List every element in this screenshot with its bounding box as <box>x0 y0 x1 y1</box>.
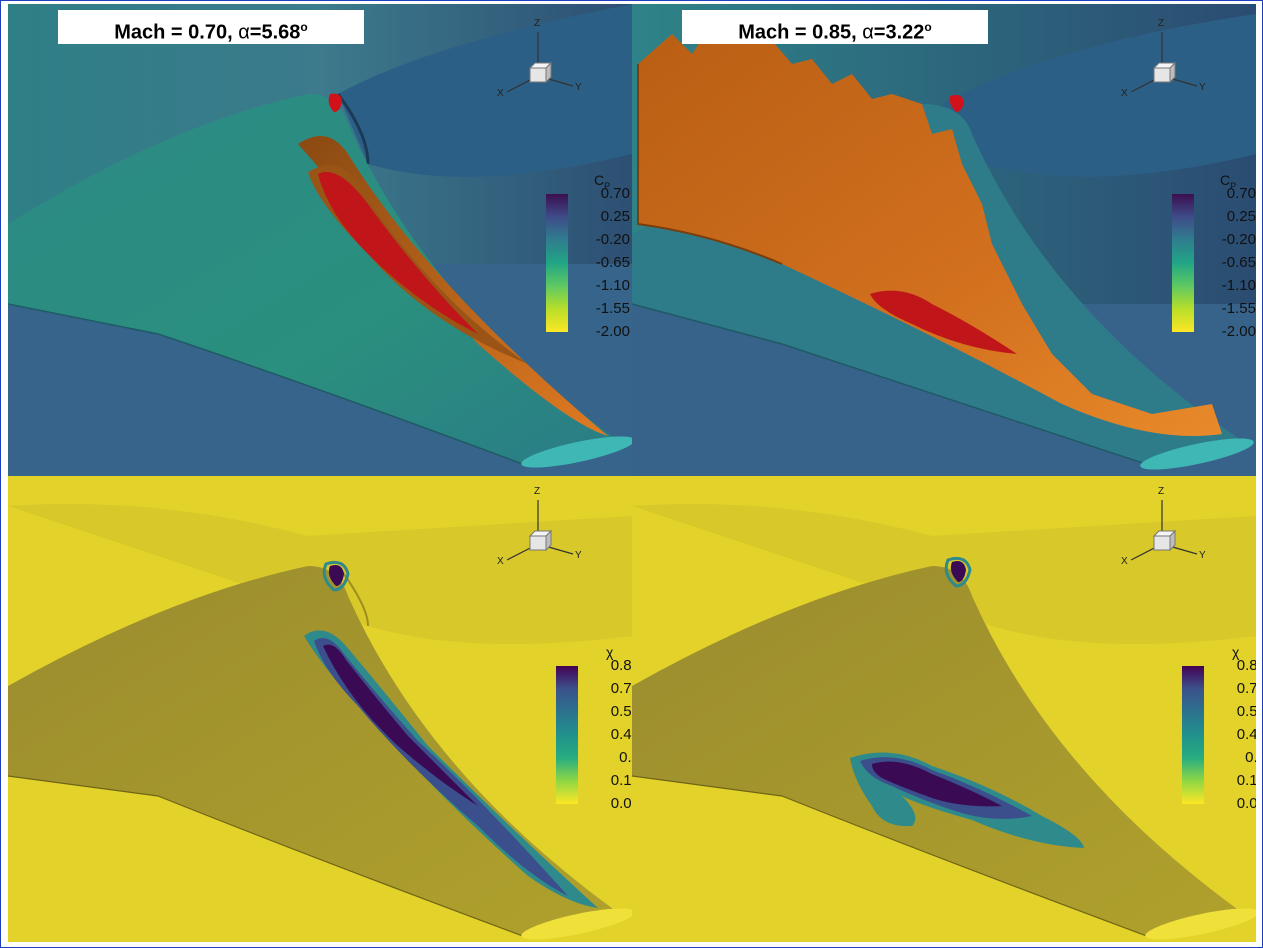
panel-chi-mach070: Z X Y χ 0.86 0.72 0.58 0.44 0.3 0.16 0.0… <box>8 476 632 942</box>
axis-label-x: X <box>497 556 504 567</box>
axis-label-x: X <box>1121 556 1128 567</box>
chi-scene-mach085 <box>632 476 1256 942</box>
axis-label-x: X <box>1121 88 1128 99</box>
chi-legend: χ 0.86 0.72 0.58 0.44 0.3 0.16 0.02 <box>1172 644 1256 812</box>
legend-tick: -2.00 <box>595 323 630 340</box>
legend-tick: 0.58 <box>1236 703 1256 720</box>
legend-tick: 0.72 <box>1236 680 1256 697</box>
legend-tick: 0.25 <box>600 208 630 225</box>
legend-tick: 0.72 <box>610 680 632 697</box>
cp-legend: CP 0.70 0.25 -0.20 -0.65 -1.10 -1.55 -2.… <box>1162 172 1256 340</box>
legend-tick: 0.3 <box>1245 749 1256 766</box>
legend-tick: -0.65 <box>595 254 630 271</box>
alpha-symbol: α <box>238 21 250 44</box>
axis-label-z: Z <box>1158 486 1165 497</box>
legend-tick: 0.16 <box>610 772 632 789</box>
axis-label-z: Z <box>534 18 541 29</box>
legend-title: CP <box>594 172 611 191</box>
legend-tick: -1.55 <box>1221 300 1256 317</box>
legend-tick: 0.3 <box>619 749 632 766</box>
orientation-axes: Z X Y <box>1117 482 1207 572</box>
legend-tick: 0.86 <box>1236 657 1256 674</box>
legend-tick: -0.65 <box>1221 254 1256 271</box>
panel-title: Mach = 0.85, α=3.22o <box>682 10 988 44</box>
cp-scene-mach085 <box>632 4 1256 476</box>
legend-title: CP <box>1220 172 1237 191</box>
title-mach-label: Mach = 0.70, <box>114 21 239 44</box>
degree-mark: o <box>924 20 932 34</box>
legend-tick: -2.00 <box>1221 323 1256 340</box>
legend-tick: 0.16 <box>1236 772 1256 789</box>
legend-tick: -0.20 <box>595 231 630 248</box>
cp-legend: CP 0.70 0.25 -0.20 -0.65 -1.10 -1.55 -2.… <box>536 172 630 340</box>
cp-colorbar <box>546 194 568 332</box>
chi-colorbar <box>1182 666 1204 804</box>
title-alpha-value: =5.68 <box>249 21 301 44</box>
axis-label-y: Y <box>1199 550 1206 561</box>
panel-chi-mach085: Z X Y χ 0.86 0.72 0.58 0.44 0.3 0.16 0.0… <box>632 476 1256 942</box>
alpha-symbol: α <box>862 21 874 44</box>
orientation-axes: Z X Y <box>1117 14 1207 104</box>
legend-title: χ <box>606 644 614 660</box>
chi-colorbar <box>556 666 578 804</box>
axis-label-y: Y <box>575 550 582 561</box>
cp-scene-mach070 <box>8 4 632 476</box>
legend-tick: -0.20 <box>1221 231 1256 248</box>
legend-tick: 0.44 <box>610 726 632 743</box>
panel-cp-mach070: Mach = 0.70, α=5.68o Z X Y CP 0.70 0.25 … <box>8 4 632 476</box>
panel-cp-mach085: Mach = 0.85, α=3.22o Z X Y CP 0.70 0.25 … <box>632 4 1256 476</box>
panel-title: Mach = 0.70, α=5.68o <box>58 10 364 44</box>
legend-tick: 0.44 <box>1236 726 1256 743</box>
legend-tick: -1.55 <box>595 300 630 317</box>
title-alpha-value: =3.22 <box>873 21 925 44</box>
legend-tick: 0.02 <box>1236 795 1256 812</box>
orientation-axes: Z X Y <box>493 14 583 104</box>
cp-colorbar <box>1172 194 1194 332</box>
legend-tick: -1.10 <box>1221 277 1256 294</box>
chi-scene-mach070 <box>8 476 632 942</box>
legend-tick: 0.58 <box>610 703 632 720</box>
legend-title: χ <box>1232 644 1240 660</box>
degree-mark: o <box>300 20 308 34</box>
axis-label-y: Y <box>1199 82 1206 93</box>
chi-legend: χ 0.86 0.72 0.58 0.44 0.3 0.16 0.02 <box>546 644 632 812</box>
legend-tick: 0.02 <box>610 795 632 812</box>
title-mach-label: Mach = 0.85, <box>738 21 863 44</box>
axis-label-y: Y <box>575 82 582 93</box>
axis-label-z: Z <box>1158 18 1165 29</box>
orientation-axes: Z X Y <box>493 482 583 572</box>
axis-label-x: X <box>497 88 504 99</box>
legend-tick: 0.70 <box>600 185 630 202</box>
legend-tick: 0.70 <box>1226 185 1256 202</box>
legend-tick: 0.25 <box>1226 208 1256 225</box>
axis-label-z: Z <box>534 486 541 497</box>
legend-tick: 0.86 <box>610 657 632 674</box>
legend-tick: -1.10 <box>595 277 630 294</box>
